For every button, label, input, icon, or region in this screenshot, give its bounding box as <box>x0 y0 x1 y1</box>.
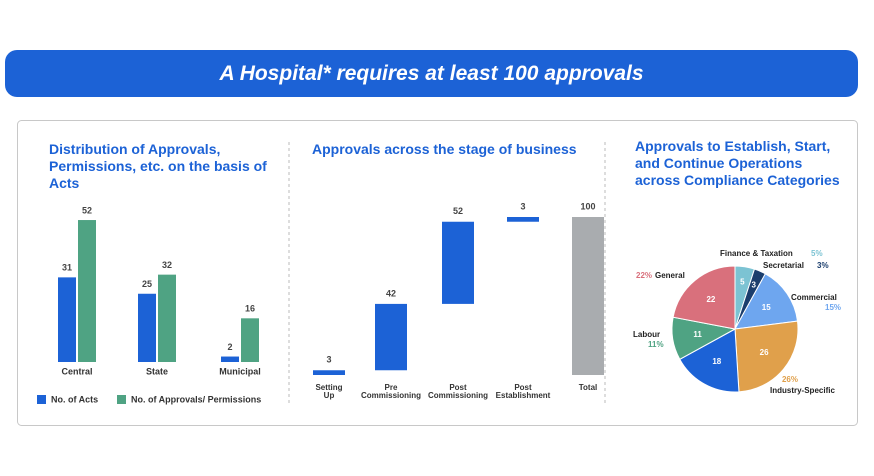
bar <box>375 303 407 371</box>
data-label: 32 <box>162 260 172 270</box>
data-label: 52 <box>82 205 92 215</box>
chart-title: Distribution of Approvals, Permissions, … <box>49 141 267 191</box>
x-tick-label: Setting Up <box>315 383 343 400</box>
percent-label: 11% <box>648 340 664 349</box>
x-tick-label: Total <box>578 383 598 392</box>
slice-label: 18 <box>712 357 721 366</box>
panel <box>17 120 858 426</box>
x-tick-label: Municipal <box>219 366 261 376</box>
category-label: Industry-Specific <box>770 386 835 395</box>
category-label: Finance & Taxation <box>720 249 793 258</box>
data-label: 42 <box>386 288 396 298</box>
bar <box>313 370 345 375</box>
percent-label: 3% <box>817 261 829 270</box>
category-label: General <box>655 271 685 280</box>
chart-title: Approvals across the stage of business <box>312 141 577 157</box>
percent-label: 5% <box>811 249 823 258</box>
category-label: Secretarial <box>763 261 804 270</box>
legend-swatch <box>37 395 46 404</box>
bar <box>241 318 259 362</box>
data-label: 25 <box>142 279 152 289</box>
data-label: 31 <box>62 263 72 273</box>
pie-slice <box>672 265 736 330</box>
category-label: Commercial <box>791 293 837 302</box>
slice-label: 3 <box>752 281 757 290</box>
x-tick-label: State <box>146 366 168 376</box>
category-label: Labour <box>633 330 660 339</box>
data-label: 3 <box>326 355 331 365</box>
chart-title: Approvals to Establish, Start, and Conti… <box>635 138 840 188</box>
x-tick-label: Post Establishment <box>495 383 551 400</box>
x-tick-label: Pre Commissioning <box>361 383 422 400</box>
x-tick-label: Central <box>61 366 92 376</box>
x-tick-label: Post Commissioning <box>428 383 489 400</box>
percent-label: 26% <box>782 375 798 384</box>
slice-label: 5 <box>740 277 745 286</box>
legend-label: No. of Approvals/ Permissions <box>131 394 261 404</box>
data-label: 16 <box>245 304 255 314</box>
pie-slice <box>734 273 799 330</box>
banner-title: A Hospital* requires at least 100 approv… <box>219 61 644 85</box>
percent-label: 22% <box>636 271 652 280</box>
bar <box>507 217 539 222</box>
pie-slice <box>679 328 740 393</box>
data-label: 52 <box>453 206 463 216</box>
data-label: 100 <box>580 201 595 211</box>
data-label: 2 <box>227 342 232 352</box>
percent-label: 15% <box>825 303 841 312</box>
slice-label: 26 <box>760 348 769 357</box>
slice-label: 22 <box>706 295 715 304</box>
bar <box>442 221 474 304</box>
banner: A Hospital* requires at least 100 approv… <box>5 50 858 97</box>
pie-slice <box>734 320 799 393</box>
legend-label: No. of Acts <box>51 394 98 404</box>
bar <box>58 277 76 362</box>
bar <box>572 217 604 375</box>
slice-label: 11 <box>693 330 702 339</box>
bar <box>138 293 156 362</box>
legend-swatch <box>117 395 126 404</box>
data-label: 3 <box>520 201 525 211</box>
slice-label: 15 <box>762 303 771 312</box>
bar <box>78 220 96 362</box>
bar <box>158 274 176 362</box>
bar <box>221 356 239 362</box>
